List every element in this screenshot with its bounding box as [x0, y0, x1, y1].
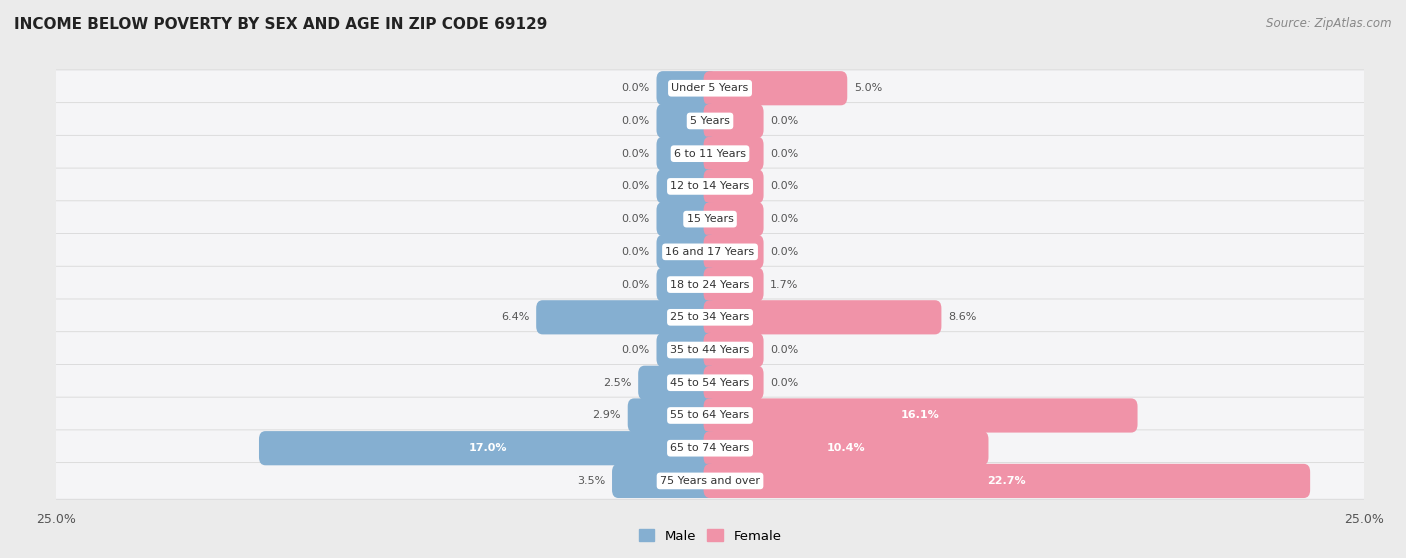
Text: 0.0%: 0.0%: [770, 345, 799, 355]
Text: 55 to 64 Years: 55 to 64 Years: [671, 411, 749, 421]
Text: 22.7%: 22.7%: [987, 476, 1026, 486]
Text: 5 Years: 5 Years: [690, 116, 730, 126]
FancyBboxPatch shape: [536, 300, 717, 334]
Text: 16.1%: 16.1%: [901, 411, 941, 421]
Text: 0.0%: 0.0%: [621, 345, 650, 355]
Text: 16 and 17 Years: 16 and 17 Years: [665, 247, 755, 257]
FancyBboxPatch shape: [46, 331, 1374, 368]
FancyBboxPatch shape: [46, 136, 1374, 172]
FancyBboxPatch shape: [657, 71, 717, 105]
FancyBboxPatch shape: [612, 464, 717, 498]
FancyBboxPatch shape: [703, 137, 763, 171]
Text: 6.4%: 6.4%: [501, 312, 530, 323]
Text: 0.0%: 0.0%: [770, 247, 799, 257]
FancyBboxPatch shape: [657, 333, 717, 367]
Text: 18 to 24 Years: 18 to 24 Years: [671, 280, 749, 290]
Text: 0.0%: 0.0%: [770, 181, 799, 191]
Text: INCOME BELOW POVERTY BY SEX AND AGE IN ZIP CODE 69129: INCOME BELOW POVERTY BY SEX AND AGE IN Z…: [14, 17, 547, 32]
Text: 1.7%: 1.7%: [770, 280, 799, 290]
FancyBboxPatch shape: [703, 169, 763, 204]
FancyBboxPatch shape: [657, 267, 717, 302]
FancyBboxPatch shape: [657, 104, 717, 138]
FancyBboxPatch shape: [638, 365, 717, 400]
FancyBboxPatch shape: [657, 137, 717, 171]
Text: 0.0%: 0.0%: [770, 116, 799, 126]
FancyBboxPatch shape: [703, 104, 763, 138]
Text: 3.5%: 3.5%: [578, 476, 606, 486]
FancyBboxPatch shape: [46, 299, 1374, 335]
Text: Source: ZipAtlas.com: Source: ZipAtlas.com: [1267, 17, 1392, 30]
Text: 2.5%: 2.5%: [603, 378, 631, 388]
Text: 0.0%: 0.0%: [621, 83, 650, 93]
FancyBboxPatch shape: [46, 397, 1374, 434]
Text: 0.0%: 0.0%: [621, 214, 650, 224]
FancyBboxPatch shape: [703, 235, 763, 269]
FancyBboxPatch shape: [46, 234, 1374, 270]
FancyBboxPatch shape: [46, 103, 1374, 140]
FancyBboxPatch shape: [703, 300, 942, 334]
FancyBboxPatch shape: [703, 202, 763, 236]
FancyBboxPatch shape: [703, 398, 1137, 432]
Text: 17.0%: 17.0%: [468, 443, 508, 453]
FancyBboxPatch shape: [46, 463, 1374, 499]
FancyBboxPatch shape: [46, 266, 1374, 303]
Text: 12 to 14 Years: 12 to 14 Years: [671, 181, 749, 191]
FancyBboxPatch shape: [46, 168, 1374, 205]
FancyBboxPatch shape: [46, 70, 1374, 107]
Text: 0.0%: 0.0%: [621, 148, 650, 158]
Text: 35 to 44 Years: 35 to 44 Years: [671, 345, 749, 355]
FancyBboxPatch shape: [259, 431, 717, 465]
Text: 45 to 54 Years: 45 to 54 Years: [671, 378, 749, 388]
FancyBboxPatch shape: [703, 464, 1310, 498]
FancyBboxPatch shape: [46, 430, 1374, 466]
Legend: Male, Female: Male, Female: [633, 524, 787, 548]
Text: 0.0%: 0.0%: [770, 378, 799, 388]
Text: 75 Years and over: 75 Years and over: [659, 476, 761, 486]
Text: 5.0%: 5.0%: [853, 83, 882, 93]
FancyBboxPatch shape: [657, 169, 717, 204]
FancyBboxPatch shape: [46, 201, 1374, 238]
FancyBboxPatch shape: [627, 398, 717, 432]
Text: 0.0%: 0.0%: [770, 148, 799, 158]
Text: 15 Years: 15 Years: [686, 214, 734, 224]
Text: 0.0%: 0.0%: [621, 116, 650, 126]
FancyBboxPatch shape: [703, 431, 988, 465]
Text: Under 5 Years: Under 5 Years: [672, 83, 748, 93]
Text: 25 to 34 Years: 25 to 34 Years: [671, 312, 749, 323]
Text: 10.4%: 10.4%: [827, 443, 865, 453]
Text: 2.9%: 2.9%: [592, 411, 621, 421]
FancyBboxPatch shape: [703, 365, 763, 400]
FancyBboxPatch shape: [703, 267, 763, 302]
Text: 65 to 74 Years: 65 to 74 Years: [671, 443, 749, 453]
FancyBboxPatch shape: [703, 71, 848, 105]
FancyBboxPatch shape: [703, 333, 763, 367]
Text: 6 to 11 Years: 6 to 11 Years: [673, 148, 747, 158]
Text: 0.0%: 0.0%: [621, 247, 650, 257]
Text: 0.0%: 0.0%: [621, 280, 650, 290]
FancyBboxPatch shape: [657, 202, 717, 236]
Text: 0.0%: 0.0%: [621, 181, 650, 191]
Text: 8.6%: 8.6%: [948, 312, 976, 323]
Text: 0.0%: 0.0%: [770, 214, 799, 224]
FancyBboxPatch shape: [46, 364, 1374, 401]
FancyBboxPatch shape: [657, 235, 717, 269]
